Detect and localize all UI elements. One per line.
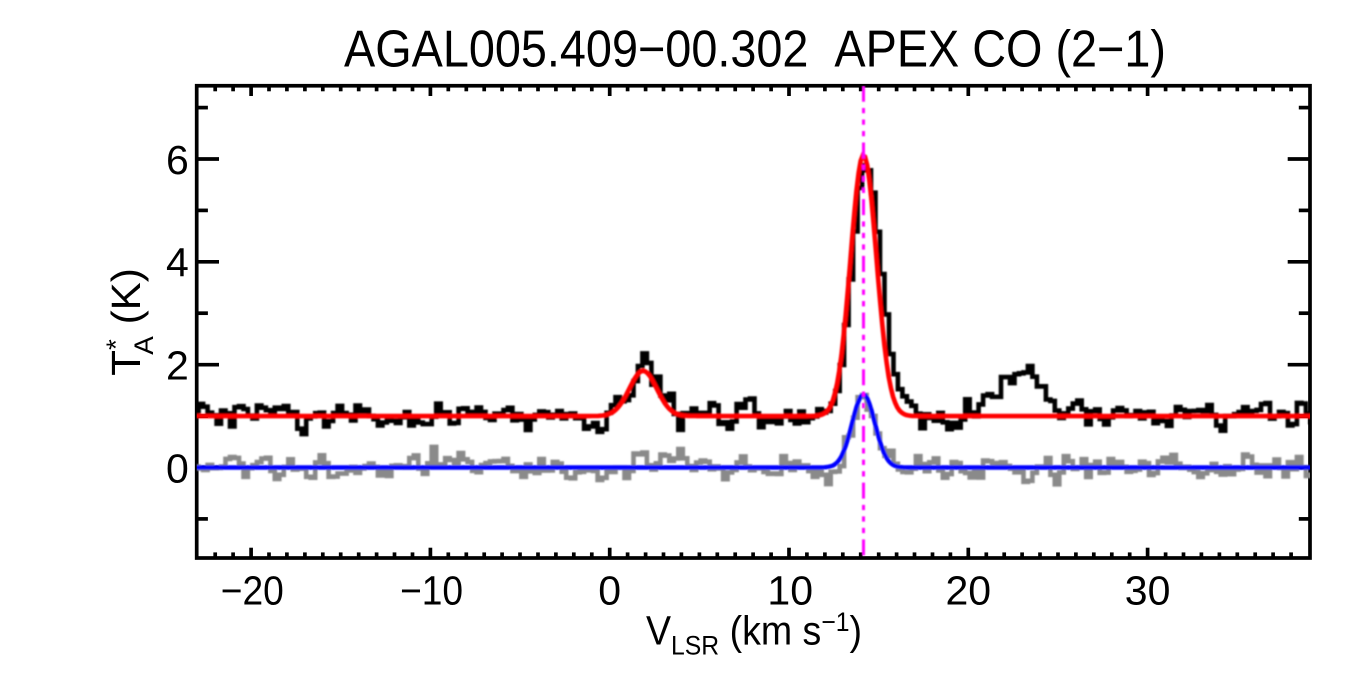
svg-text:−20: −20	[221, 568, 284, 614]
svg-text:6: 6	[166, 137, 189, 183]
svg-text:AGAL005.409−00.302 APEX CO (2: AGAL005.409−00.302 APEX CO (2−1)	[344, 20, 1166, 78]
svg-text:4: 4	[166, 240, 189, 286]
svg-text:T*A (K): T*A (K)	[100, 268, 159, 376]
svg-text:0: 0	[598, 568, 621, 614]
svg-text:2: 2	[166, 343, 189, 389]
svg-text:−10: −10	[400, 568, 463, 614]
svg-text:0: 0	[166, 445, 189, 491]
svg-text:20: 20	[945, 568, 991, 614]
svg-text:VLSR (km s−1): VLSR (km s−1)	[646, 608, 862, 661]
svg-text:10: 10	[767, 568, 813, 614]
svg-text:30: 30	[1125, 568, 1171, 614]
